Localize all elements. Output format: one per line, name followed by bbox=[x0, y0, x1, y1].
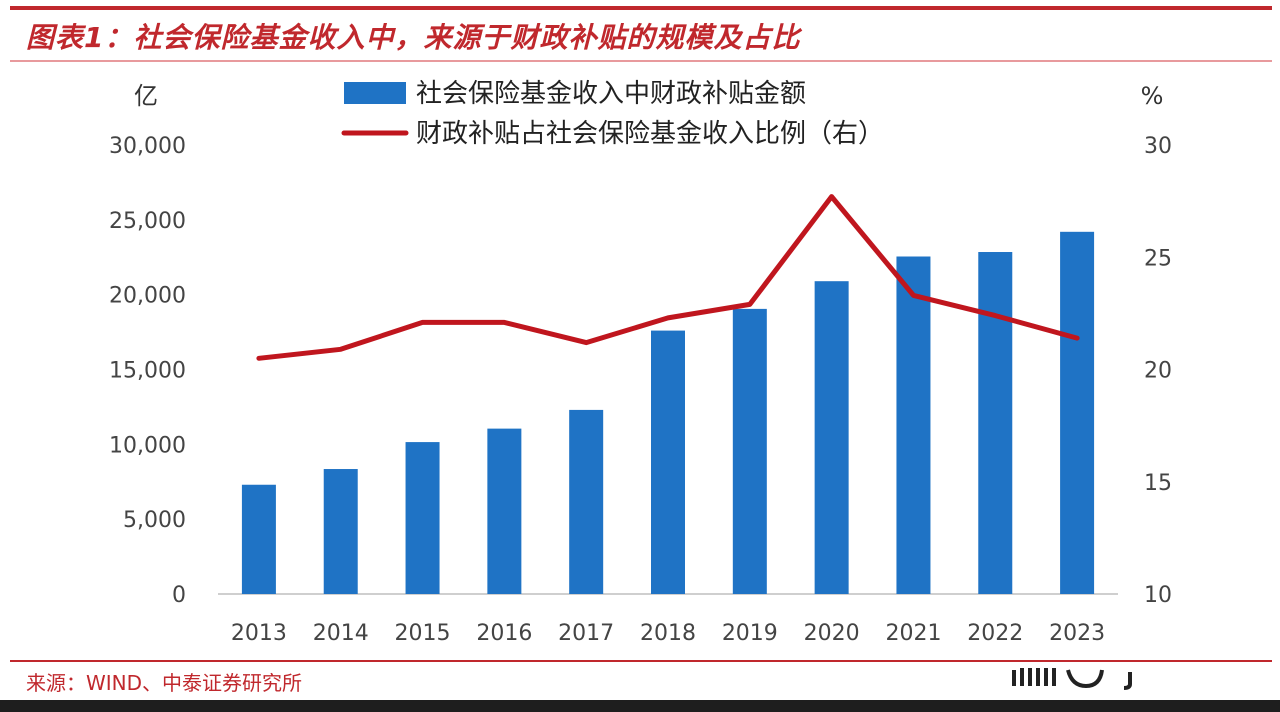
x-tick-label: 2014 bbox=[313, 621, 369, 646]
y-tick-label-left: 20,000 bbox=[109, 284, 186, 309]
bottom-rule bbox=[10, 660, 1272, 662]
x-tick-label: 2023 bbox=[1049, 621, 1105, 646]
bar bbox=[1060, 231, 1095, 594]
y-axis-unit-right: % bbox=[1141, 82, 1164, 110]
legend-label-line: 财政补贴占社会保险基金收入比例（右） bbox=[416, 119, 884, 149]
bar bbox=[651, 330, 685, 594]
y-tick-label-right: 20 bbox=[1144, 359, 1172, 384]
bar bbox=[896, 256, 931, 594]
series-line bbox=[256, 194, 1080, 361]
bar bbox=[978, 252, 1013, 595]
y-tick-label-left: 15,000 bbox=[109, 359, 186, 384]
legend-label-bar: 社会保险基金收入中财政补贴金额 bbox=[416, 79, 806, 109]
bar bbox=[487, 428, 522, 594]
x-tick-label: 2021 bbox=[885, 621, 941, 646]
y-tick-label-left: 10,000 bbox=[109, 433, 186, 458]
x-tick-label: 2022 bbox=[967, 621, 1023, 646]
y-tick-label-left: 25,000 bbox=[109, 209, 186, 234]
y-tick-label-right: 25 bbox=[1144, 246, 1172, 271]
y-tick-label-right: 30 bbox=[1144, 134, 1172, 159]
y-tick-label-right: 15 bbox=[1144, 471, 1172, 496]
bottom-band bbox=[0, 700, 1280, 712]
bar bbox=[732, 308, 767, 594]
bar bbox=[241, 484, 276, 594]
y-axis-unit-left: 亿 bbox=[134, 82, 158, 110]
y-tick-label-left: 30,000 bbox=[109, 134, 186, 159]
bar bbox=[323, 469, 358, 594]
watermark-logo-icon bbox=[1012, 668, 1132, 690]
bar bbox=[569, 409, 604, 594]
x-tick-label: 2020 bbox=[804, 621, 860, 646]
y-tick-label-left: 5,000 bbox=[123, 508, 186, 533]
x-tick-label: 2017 bbox=[558, 621, 614, 646]
top-rule bbox=[10, 6, 1272, 10]
x-tick-label: 2019 bbox=[722, 621, 778, 646]
x-tick-label: 2018 bbox=[640, 621, 696, 646]
y-tick-label-left: 0 bbox=[172, 583, 186, 608]
source-note: 来源：WIND、中泰证券研究所 bbox=[26, 671, 303, 695]
title-rule bbox=[10, 60, 1272, 62]
bar bbox=[814, 281, 849, 594]
y-tick-label-right: 10 bbox=[1144, 583, 1172, 608]
x-tick-label: 2013 bbox=[231, 621, 287, 646]
legend-swatch-bar bbox=[344, 82, 406, 104]
figure-title: 图表1：社会保险基金收入中，来源于财政补贴的规模及占比 bbox=[26, 21, 801, 54]
x-tick-label: 2015 bbox=[395, 621, 451, 646]
bar bbox=[405, 442, 440, 594]
x-tick-label: 2016 bbox=[476, 621, 532, 646]
